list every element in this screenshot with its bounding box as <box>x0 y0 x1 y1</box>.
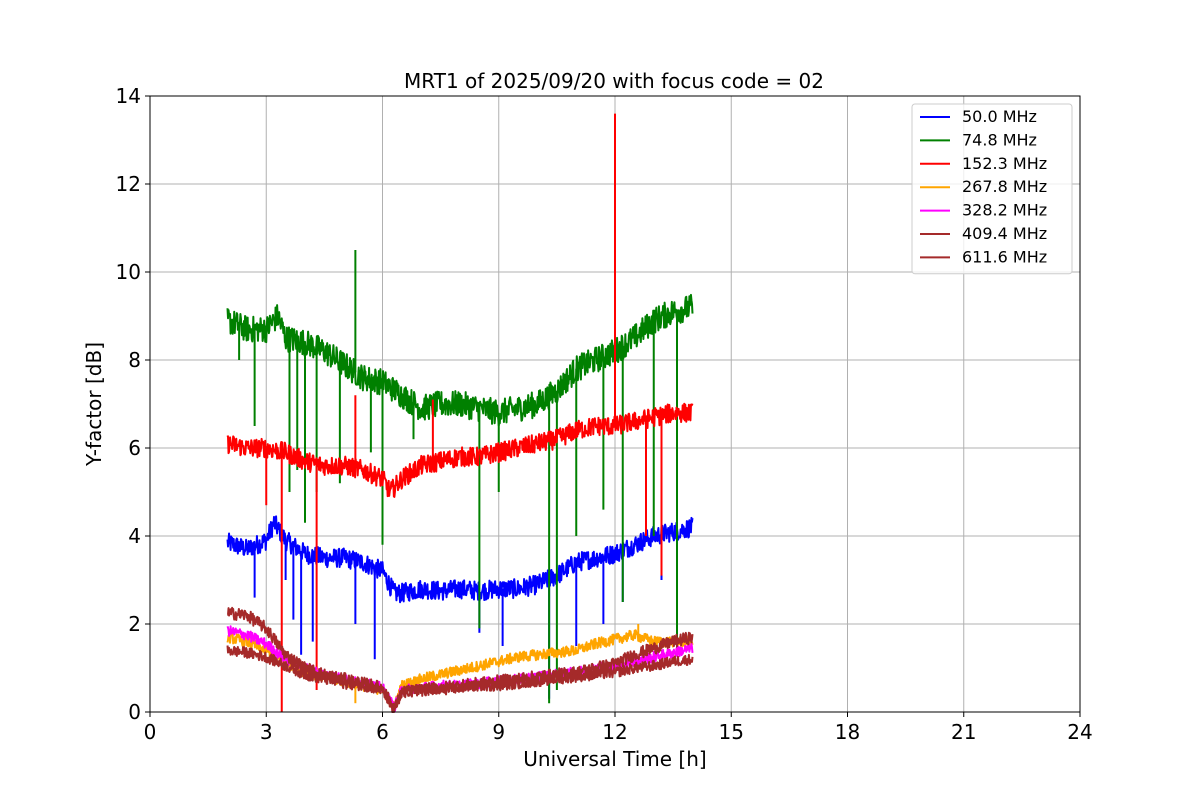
y-tick-label: 12 <box>116 172 141 196</box>
series-7 <box>226 645 694 713</box>
y-tick-label: 10 <box>116 260 141 284</box>
legend-label: 152.3 MHz <box>962 154 1047 173</box>
legend-item: 611.6 MHz <box>920 247 1047 266</box>
y-tick-label: 6 <box>128 436 141 460</box>
y-tick-label: 4 <box>128 524 141 548</box>
x-tick-label: 0 <box>144 720 157 744</box>
legend-item: 74.8 MHz <box>920 130 1037 149</box>
x-tick-label: 15 <box>719 720 744 744</box>
legend-item: 328.2 MHz <box>920 201 1047 220</box>
x-tick-label: 3 <box>260 720 273 744</box>
legend: 50.0 MHz 74.8 MHz 152.3 MHz 267.8 MHz 32… <box>911 103 1073 275</box>
legend-label: 409.4 MHz <box>962 224 1047 243</box>
series-line <box>226 645 694 713</box>
legend-item: 50.0 MHz <box>920 107 1037 126</box>
x-axis-label: Universal Time [h] <box>523 747 706 771</box>
chart-title: MRT1 of 2025/09/20 with focus code = 02 <box>404 69 824 93</box>
legend-label: 74.8 MHz <box>962 130 1037 149</box>
x-tick-label: 24 <box>1067 720 1092 744</box>
legend-label: 50.0 MHz <box>962 107 1037 126</box>
series-layer <box>226 113 694 713</box>
y-tick-label: 0 <box>128 700 141 724</box>
series-3 <box>226 113 694 712</box>
x-tick-label: 21 <box>951 720 976 744</box>
legend-label: 328.2 MHz <box>962 201 1047 220</box>
legend-item: 152.3 MHz <box>920 154 1047 173</box>
x-tick-label: 12 <box>602 720 627 744</box>
series-line <box>226 515 694 604</box>
legend-label: 267.8 MHz <box>962 177 1047 196</box>
x-tick-label: 18 <box>835 720 860 744</box>
legend-box <box>911 103 1073 275</box>
y-axis-label: Y-factor [dB] <box>82 342 106 467</box>
x-tick-label: 9 <box>492 720 505 744</box>
y-tick-label: 14 <box>116 84 141 108</box>
y-tick-label: 8 <box>128 348 141 372</box>
y-tick-label: 2 <box>128 612 141 636</box>
legend-item: 409.4 MHz <box>920 224 1047 243</box>
legend-label: 611.6 MHz <box>962 247 1047 266</box>
x-tick-label: 6 <box>376 720 389 744</box>
legend-item: 267.8 MHz <box>920 177 1047 196</box>
